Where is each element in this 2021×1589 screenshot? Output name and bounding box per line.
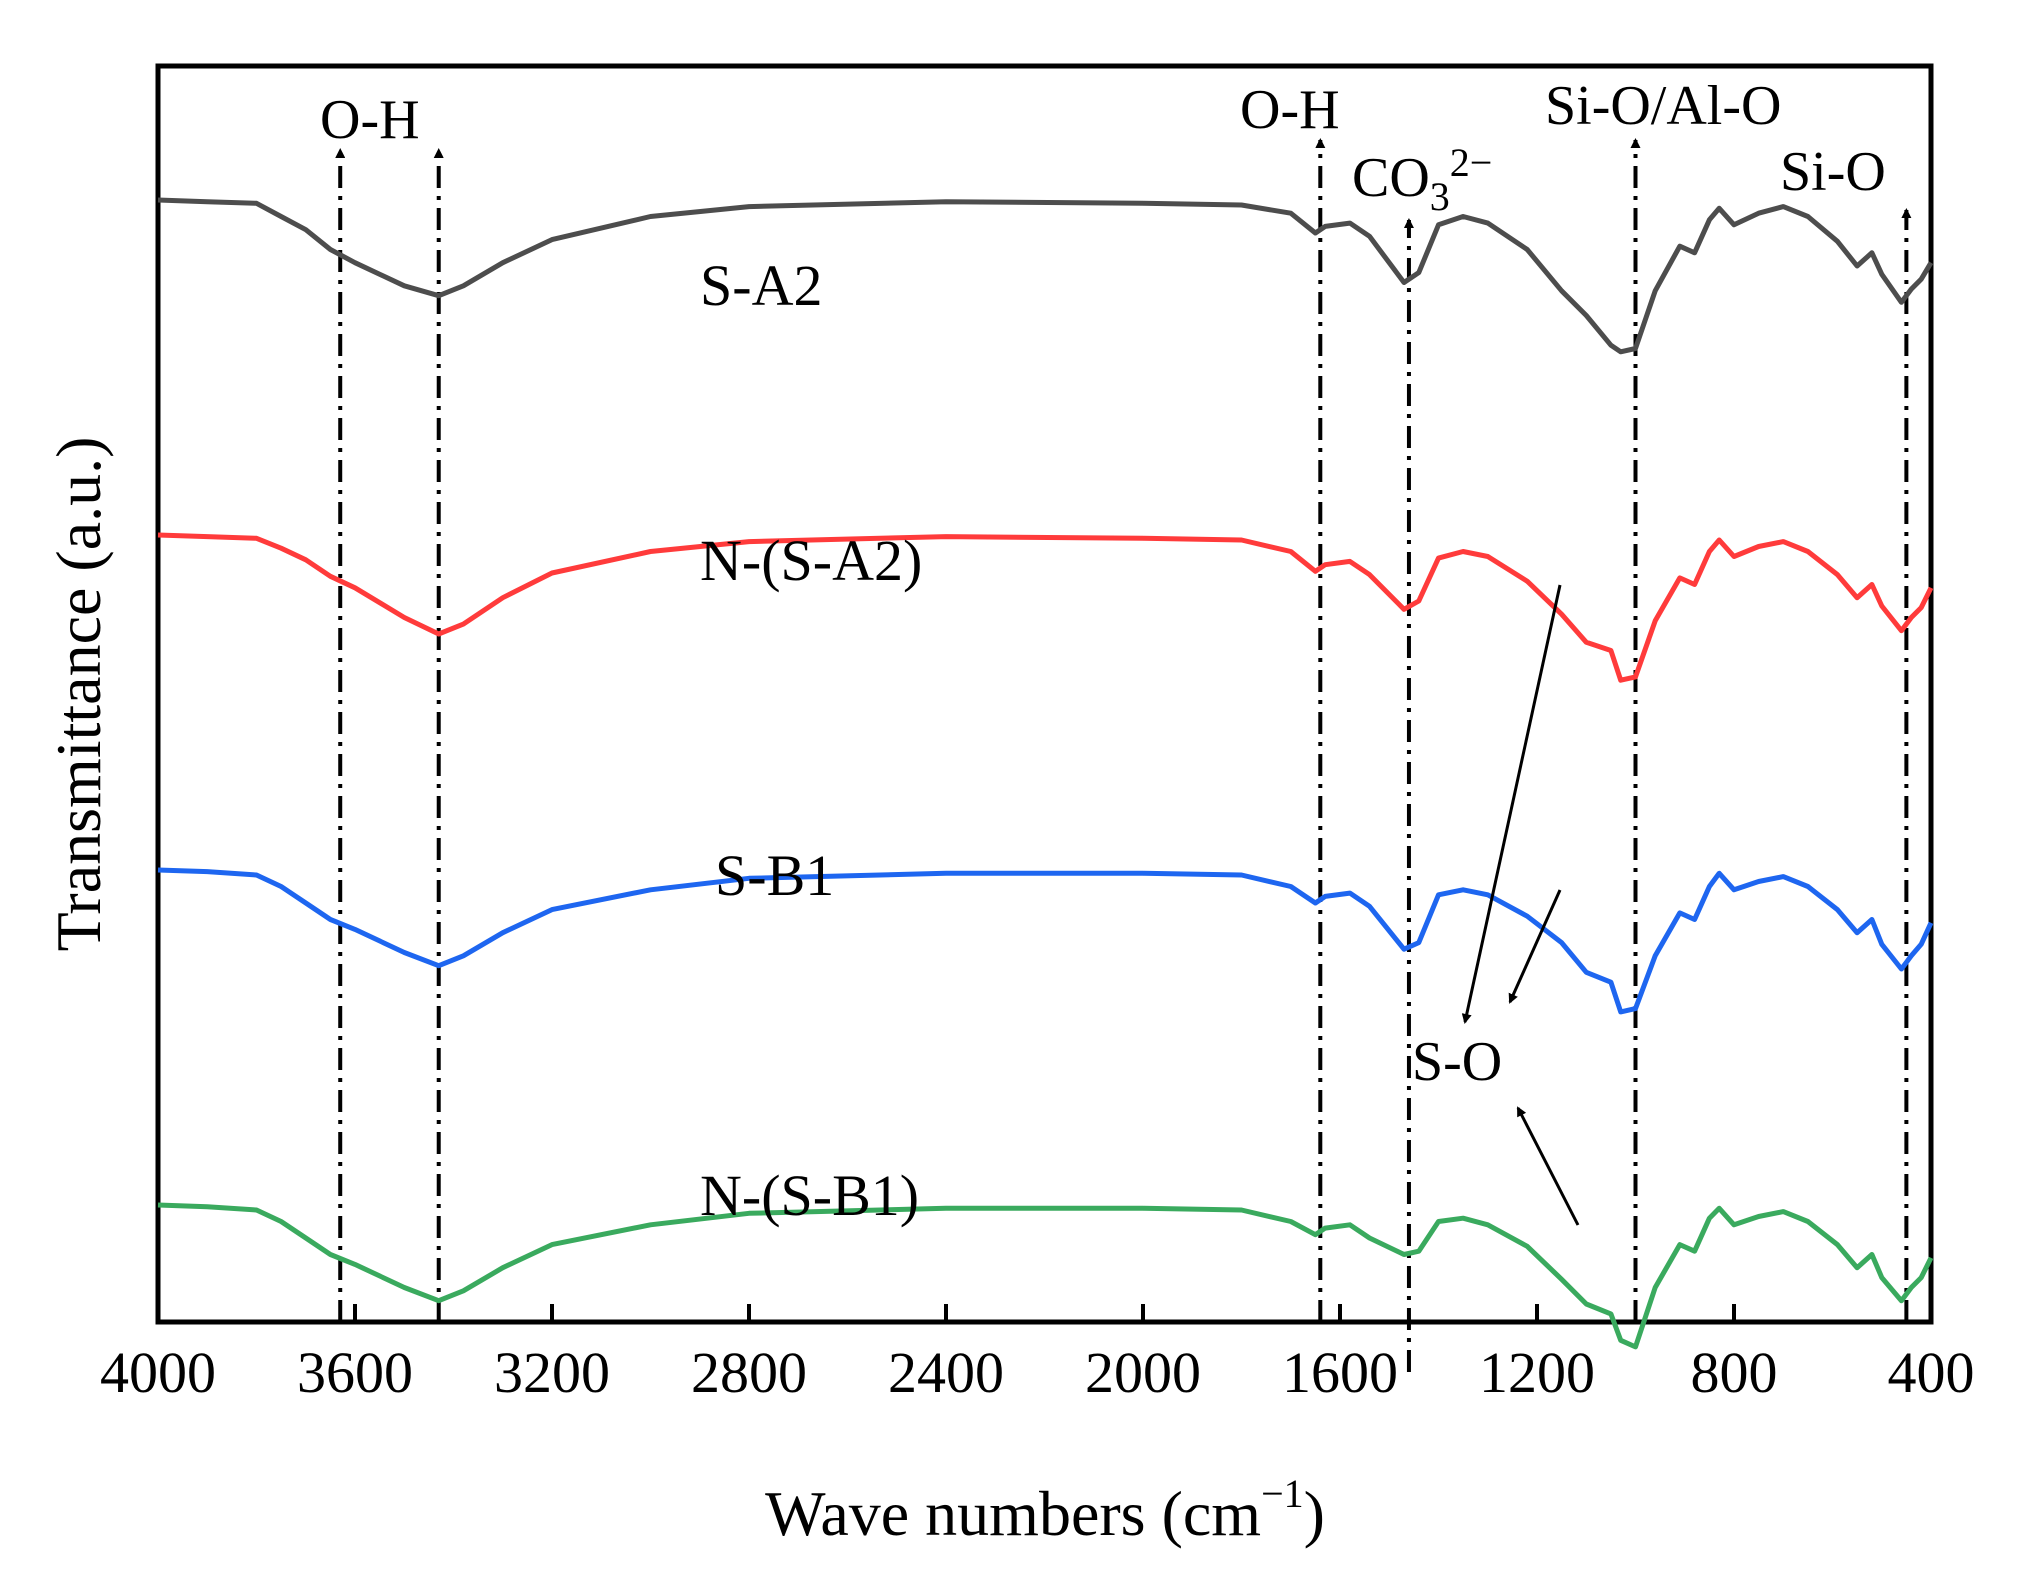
- sio-label: Si-O: [1780, 141, 1886, 203]
- x-tick-label-800: 800: [1691, 1340, 1778, 1405]
- x-axis-title-close: ): [1304, 1478, 1325, 1549]
- y-axis-title: Transmittance (a.u.): [43, 437, 114, 952]
- so-label: S-O: [1412, 1031, 1502, 1093]
- x-axis-title-sup: −1: [1261, 1471, 1304, 1516]
- x-tick-label-3600: 3600: [297, 1340, 413, 1405]
- series-label-s-b1: S-B1: [715, 843, 834, 908]
- co3-label: CO32−: [1352, 140, 1492, 219]
- series-line-s-b1: [157, 867, 1934, 1015]
- oh-right-label: O-H: [1240, 79, 1340, 141]
- so-arrow-2: [1508, 889, 1562, 1004]
- series-label-n-s-b1: N-(S-B1): [700, 1163, 919, 1228]
- so-arrow-1: [1461, 584, 1562, 1024]
- co3-base: CO: [1352, 147, 1430, 209]
- series-lines: [157, 197, 1934, 1350]
- x-axis-title: Wave numbers (cm−1): [765, 1471, 1325, 1549]
- series-line-s-a2: [157, 197, 1934, 355]
- x-axis-title-main: Wave numbers (cm: [765, 1478, 1261, 1549]
- so-arrows: [1461, 584, 1580, 1226]
- x-tick-label-1200: 1200: [1479, 1340, 1595, 1405]
- x-tick-label-1600: 1600: [1282, 1340, 1398, 1405]
- x-ticks: 4000 3600 3200 2800 2400 2000 1600 1200 800 400: [100, 1304, 1975, 1405]
- x-tick-label-2400: 2400: [888, 1340, 1004, 1405]
- oh-left-label: O-H: [320, 89, 420, 151]
- so-arrow-3: [1516, 1106, 1580, 1226]
- co3-sup: 2−: [1450, 140, 1493, 185]
- x-tick-label-4000: 4000: [100, 1340, 216, 1405]
- band-lines: [335, 138, 1912, 1372]
- co3-sub: 3: [1430, 174, 1450, 219]
- x-tick-label-400: 400: [1888, 1340, 1975, 1405]
- x-tick-label-3200: 3200: [494, 1340, 610, 1405]
- series-label-s-a2: S-A2: [700, 253, 822, 318]
- sio-alo-label: Si-O/Al-O: [1545, 75, 1781, 137]
- series-label-n-s-a2: N-(S-A2): [700, 528, 922, 593]
- x-tick-label-2800: 2800: [691, 1340, 807, 1405]
- plot-frame: [155, 63, 1934, 1325]
- x-tick-label-2000: 2000: [1085, 1340, 1201, 1405]
- series-line-n-s-a2: [157, 532, 1934, 683]
- series-line-n-s-b1: [157, 1202, 1934, 1350]
